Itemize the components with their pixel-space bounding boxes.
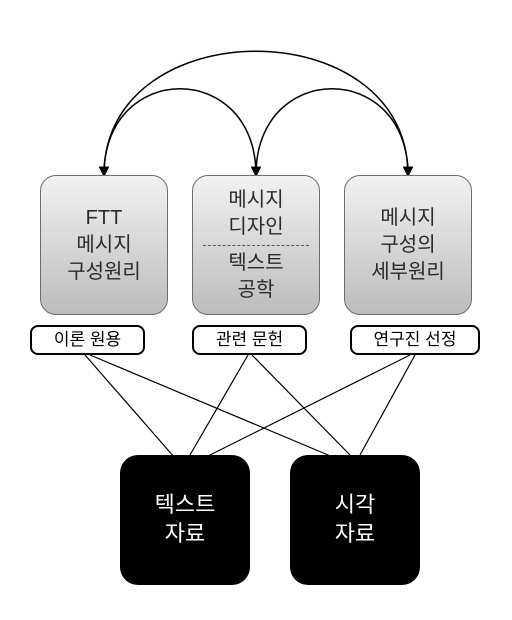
node-visual-line2: 자료 [290,520,420,549]
node-design-lower1: 텍스트 [193,250,319,277]
node-ftt: FTT 메시지 구성원리 [40,175,168,315]
node-design-divider [203,245,309,246]
node-design-upper2: 디자인 [193,214,319,241]
node-design: 메시지 디자인 텍스트 공학 [192,175,320,315]
node-design-upper1: 메시지 [193,187,319,214]
label-researchers-text: 연구진 선정 [374,330,457,349]
node-text-line1: 텍스트 [120,491,250,520]
node-ftt-line1: FTT [41,205,167,232]
label-theory: 이론 원용 [30,325,145,355]
node-text-data: 텍스트 자료 [120,455,250,585]
label-researchers: 연구진 선정 [350,325,480,355]
node-detail-line1: 메시지 [345,205,471,232]
label-literature-text: 관련 문헌 [216,330,283,349]
label-theory-text: 이론 원용 [54,330,121,349]
node-visual-data: 시각 자료 [290,455,420,585]
node-visual-line1: 시각 [290,491,420,520]
node-detail-line2: 구성의 [345,232,471,259]
diagram-stage: FTT 메시지 구성원리 메시지 디자인 텍스트 공학 메시지 구성의 세부원리… [0,0,512,620]
node-detail: 메시지 구성의 세부원리 [344,175,472,315]
label-literature: 관련 문헌 [192,325,307,355]
node-detail-line3: 세부원리 [345,259,471,286]
node-ftt-line2: 메시지 [41,232,167,259]
node-design-lower2: 공학 [193,277,319,304]
node-ftt-line3: 구성원리 [41,259,167,286]
node-text-line2: 자료 [120,520,250,549]
